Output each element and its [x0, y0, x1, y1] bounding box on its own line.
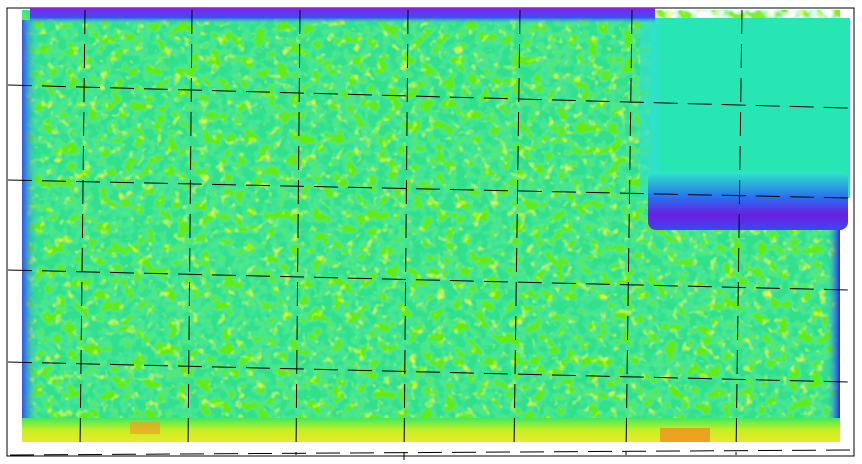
grid-line — [7, 84, 849, 109]
grid-line — [187, 9, 193, 451]
flat-region-edge — [640, 18, 660, 198]
right-edge — [826, 230, 840, 440]
purple-band — [648, 172, 848, 230]
grid-line — [625, 9, 633, 456]
hot-spot — [660, 428, 710, 442]
field-highlights — [22, 10, 840, 440]
grid-line — [7, 179, 849, 199]
grid-line — [403, 9, 409, 461]
grid-line — [295, 9, 301, 456]
flat-region — [650, 18, 850, 198]
grid-line — [7, 361, 849, 383]
top-edge — [30, 8, 655, 24]
grid-line — [7, 269, 849, 291]
grid-line — [9, 449, 851, 456]
left-edge — [22, 20, 38, 420]
grid-line — [513, 9, 521, 451]
grid-line — [79, 9, 86, 451]
grid-line — [735, 9, 743, 456]
dashed-grid — [7, 9, 851, 461]
hot-spot — [130, 422, 160, 434]
